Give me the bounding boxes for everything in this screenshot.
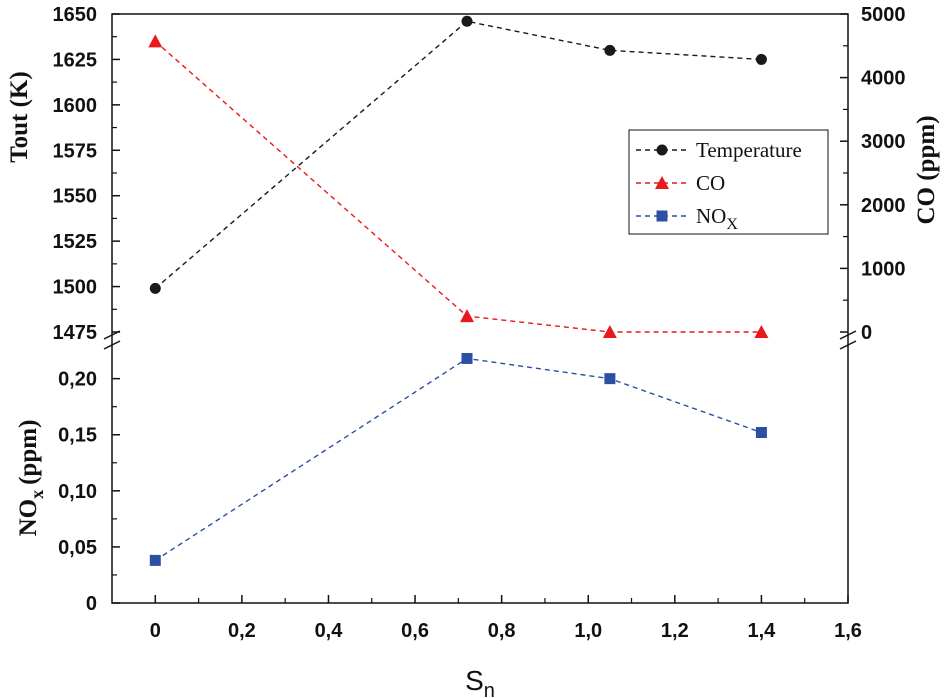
nox-label-main: NO: [15, 499, 42, 537]
ticks: 0 0,2 0,4 0,6 0,8 1,0 1,2 1,4 1,6 1475 1500 1525 155…: [53, 4, 906, 642]
legend-label: Temperature: [696, 138, 802, 162]
series-no: [149, 352, 767, 566]
x-axis-title: Sn: [465, 665, 495, 698]
left-tick-label: 1625: [53, 49, 98, 71]
data-point: [602, 325, 617, 338]
data-point: [460, 309, 475, 323]
x-label-sub: n: [484, 680, 495, 698]
series-line: [154, 20, 762, 289]
series-co: [148, 34, 769, 338]
series-temperature: [149, 15, 767, 294]
right-tick-label: 0: [861, 322, 872, 344]
data-point: [461, 352, 473, 364]
x-label-main: S: [465, 665, 484, 696]
legend-label: CO: [696, 171, 725, 195]
data-point: [755, 53, 767, 65]
right-tick-label: 5000: [861, 4, 906, 26]
left-tick-label: 1650: [53, 4, 98, 26]
data-point: [461, 15, 473, 27]
right-tick-label: 3000: [861, 131, 906, 153]
series-line: [154, 357, 762, 561]
x-tick-label: 1,4: [748, 620, 777, 642]
legend-marker: [656, 144, 668, 156]
legend-item: CO: [636, 171, 725, 195]
nox-label-suffix: (ppm): [15, 420, 42, 485]
nox-tick-label: 0,20: [58, 369, 97, 391]
legend: Temperature CO NOX: [628, 129, 829, 235]
nox-tick-label: 0,15: [58, 425, 97, 447]
left-tick-label: 1575: [53, 140, 98, 162]
legend-item: NOX: [636, 204, 738, 233]
right-tick-label: 1000: [861, 258, 906, 280]
axis-break-right: [839, 330, 857, 350]
left-tick-label: 1600: [53, 95, 98, 117]
x-tick-label: 0,6: [401, 620, 429, 642]
nox-tick-label: 0,10: [58, 481, 97, 503]
x-tick-label: 0,8: [488, 620, 516, 642]
left-tick-label: 1550: [53, 186, 98, 208]
x-tick-label: 1,0: [574, 620, 602, 642]
x-tick-label: 0,4: [315, 620, 344, 642]
plot-frame: [111, 13, 849, 604]
data-point: [604, 44, 616, 56]
right-axis-title: CO (ppm): [913, 115, 940, 224]
left-axis-title-top: Tout (K): [6, 71, 33, 162]
legend-marker: [655, 176, 669, 189]
x-tick-label: 0: [150, 620, 161, 642]
data-point: [149, 554, 161, 566]
left-tick-label: 1525: [53, 231, 98, 253]
data-point: [149, 282, 161, 294]
nox-tick-label: 0: [86, 593, 97, 615]
legend-label: NOX: [696, 204, 738, 233]
data-point: [604, 373, 616, 385]
left-tick-label: 1475: [53, 322, 98, 344]
right-tick-label: 4000: [861, 68, 906, 90]
series-line: [154, 40, 762, 333]
nox-tick-label: 0,05: [58, 537, 97, 559]
legend-label-main: CO: [696, 171, 725, 195]
left-axis-title-bottom: NOx (ppm): [15, 420, 47, 537]
nox-label-sub: x: [27, 490, 47, 499]
right-tick-label: 2000: [861, 195, 906, 217]
data-point: [754, 325, 769, 338]
left-tick-label: 1500: [53, 277, 98, 299]
series-layer: [148, 15, 769, 566]
legend-label-sub: X: [726, 216, 738, 233]
x-tick-label: 1,2: [661, 620, 689, 642]
legend-label-main: NO: [696, 204, 726, 228]
x-tick-label: 1,6: [834, 620, 862, 642]
data-point: [148, 34, 163, 48]
data-point: [755, 426, 767, 438]
legend-label-main: Temperature: [696, 138, 802, 162]
legend-marker: [656, 210, 668, 222]
legend-item: Temperature: [636, 138, 802, 162]
x-tick-label: 0,2: [228, 620, 256, 642]
